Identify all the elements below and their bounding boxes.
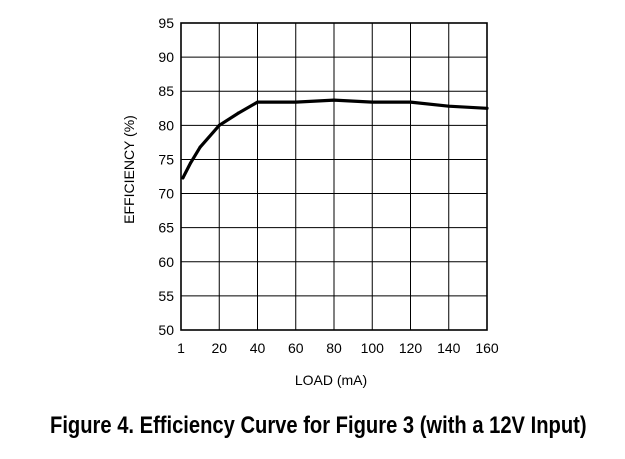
data-point [236, 111, 240, 115]
plot-frame [180, 22, 488, 331]
data-point [189, 161, 193, 165]
x-tick-label: 120 [399, 340, 423, 356]
x-tick-label: 80 [326, 340, 342, 356]
efficiency-series-line [181, 98, 489, 180]
data-point [217, 123, 221, 127]
figure-caption: Figure 4. Efficiency Curve for Figure 3 … [50, 412, 587, 439]
y-tick-labels: 50 55 60 65 70 75 80 85 90 95 [158, 15, 174, 338]
y-tick-label: 70 [158, 186, 174, 202]
x-tick-labels: 1 20 40 60 80 100 120 140 160 [177, 340, 499, 356]
y-tick-label: 50 [158, 322, 174, 338]
y-tick-label: 90 [158, 49, 174, 65]
x-tick-label: 160 [475, 340, 499, 356]
y-tick-label: 75 [158, 151, 174, 167]
x-tick-label: 40 [250, 340, 266, 356]
x-tick-label: 100 [361, 340, 385, 356]
y-tick-label: 85 [158, 83, 174, 99]
data-point [181, 176, 185, 180]
y-tick-label: 95 [158, 15, 174, 31]
data-point [370, 100, 374, 104]
grid [181, 23, 487, 330]
data-points [181, 98, 489, 180]
y-axis-title: EFFICIENCY (%) [121, 115, 137, 224]
y-tick-label: 80 [158, 117, 174, 133]
y-tick-label: 65 [158, 220, 174, 236]
data-point [294, 100, 298, 104]
y-tick-label: 55 [158, 288, 174, 304]
data-point [198, 145, 202, 149]
data-point [485, 106, 489, 110]
x-axis-title: LOAD (mA) [295, 372, 367, 388]
data-point [447, 104, 451, 108]
data-point [332, 98, 336, 102]
y-tick-label: 60 [158, 254, 174, 270]
x-tick-label: 140 [437, 340, 461, 356]
x-tick-label: 60 [288, 340, 304, 356]
data-point [409, 100, 412, 104]
x-tick-label: 20 [211, 340, 227, 356]
data-point [256, 100, 259, 104]
x-tick-label: 1 [177, 340, 185, 356]
